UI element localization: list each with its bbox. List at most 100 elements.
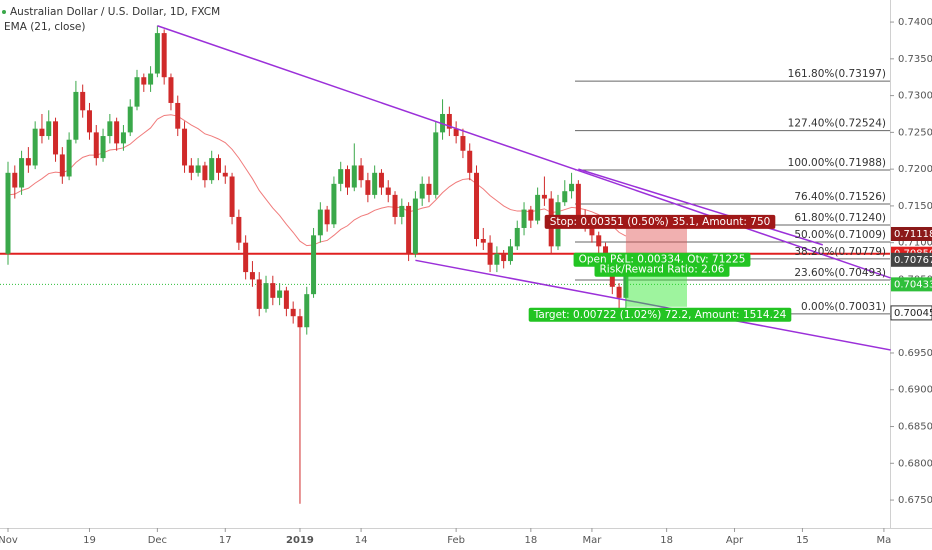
- candle-body: [575, 183, 581, 217]
- candle-body: [528, 209, 534, 221]
- price-tag-label: 0.70433: [894, 279, 932, 290]
- candle-body: [209, 158, 215, 181]
- candle-body: [616, 286, 622, 298]
- candle-body: [168, 77, 174, 103]
- candle-body: [86, 110, 92, 133]
- candle-body: [141, 77, 147, 85]
- chart-title: Australian Dollar / U.S. Dollar, 1D, FXC…: [10, 6, 220, 18]
- candle-body: [243, 242, 249, 273]
- stop-label-bg: [544, 214, 776, 229]
- candle-body: [256, 279, 262, 309]
- candle-body: [46, 121, 52, 137]
- candle-body: [290, 308, 296, 317]
- candle-body: [12, 172, 18, 188]
- candle-body: [73, 91, 79, 140]
- fib-label: 161.80%(0.73197): [788, 68, 886, 80]
- candle-body: [501, 253, 507, 262]
- candle-body: [474, 172, 480, 239]
- rr-label: Risk/Reward Ratio: 2.06: [600, 264, 725, 276]
- candle-body: [236, 216, 242, 243]
- candle-body: [120, 132, 126, 144]
- candle-body: [32, 128, 38, 166]
- candle-body: [460, 136, 466, 151]
- fib-label: 100.00%(0.71988): [788, 157, 886, 169]
- candle-body: [188, 165, 194, 173]
- candle-body: [338, 169, 344, 184]
- candle-body: [175, 102, 181, 129]
- candle-body: [93, 132, 99, 159]
- candle-body: [229, 176, 235, 217]
- candle-body: [433, 132, 439, 195]
- candle-body: [148, 73, 154, 85]
- price-tag: [890, 305, 932, 321]
- candle-body: [596, 235, 602, 247]
- candle-body: [80, 91, 86, 111]
- candle-body: [589, 224, 595, 236]
- indicator-label: EMA (21, close): [4, 21, 86, 33]
- candle-body: [487, 242, 493, 265]
- x-tick-label: Nov: [0, 535, 18, 546]
- candle-body: [100, 136, 106, 159]
- x-tick-label: 18: [524, 535, 537, 546]
- candle-body: [182, 128, 188, 166]
- candle-body: [358, 165, 364, 181]
- candle-body: [494, 253, 500, 265]
- candle-body: [412, 198, 418, 254]
- candle-body: [270, 283, 276, 298]
- candle-body: [392, 194, 398, 217]
- fib-label: 76.40%(0.71526): [794, 191, 886, 203]
- x-tick-label: Apr: [726, 535, 744, 546]
- y-tick-label: 0.67500: [898, 495, 932, 506]
- candle-body: [351, 165, 357, 188]
- x-tick-label: 14: [355, 535, 368, 546]
- candle-body: [406, 205, 412, 254]
- x-tick-label: 17: [219, 535, 232, 546]
- candle-body: [25, 158, 31, 166]
- candle-body: [603, 246, 609, 258]
- price-tag: [891, 277, 932, 292]
- candle-body: [304, 294, 310, 328]
- candle-body: [365, 180, 371, 195]
- candle-body: [453, 128, 459, 137]
- candle-body: [446, 113, 452, 129]
- candle-body: [19, 158, 25, 188]
- candle-body: [202, 165, 208, 181]
- candle-body: [297, 316, 303, 328]
- candle-body: [311, 235, 317, 295]
- x-tick-label: 19: [83, 535, 96, 546]
- candle-body: [535, 194, 541, 221]
- overlay: 161.80%(0.73197) 127.40%(0.72524) 100.00%(…: [528, 68, 886, 322]
- candle-body: [480, 238, 486, 243]
- candle-body: [426, 183, 432, 195]
- candle-body: [399, 205, 405, 217]
- candle-body: [507, 246, 513, 262]
- price-tag-label: 0.70767: [894, 255, 932, 266]
- candle-body: [161, 33, 167, 78]
- fib-label: 127.40%(0.72524): [788, 118, 886, 130]
- fib-label: 0.00%(0.70031): [801, 301, 886, 313]
- target-label: Target: 0.00722 (1.02%) 72.2, Amount: 15…: [533, 309, 787, 321]
- fib-label: 50.00%(0.71009): [794, 229, 886, 241]
- candle-body: [215, 158, 221, 173]
- candle-body: [263, 283, 269, 309]
- price-tag: [891, 226, 932, 241]
- candle-body: [324, 209, 330, 225]
- x-tick-label: 18: [660, 535, 673, 546]
- candle-body: [195, 165, 201, 173]
- trendline: [157, 25, 891, 279]
- candle-body: [521, 209, 527, 228]
- price-tag: [891, 252, 932, 267]
- candle-body: [569, 183, 575, 192]
- candle-body: [467, 150, 473, 173]
- x-tick-label: 2019: [286, 535, 314, 546]
- candle-body: [331, 183, 337, 225]
- candle-body: [623, 275, 629, 298]
